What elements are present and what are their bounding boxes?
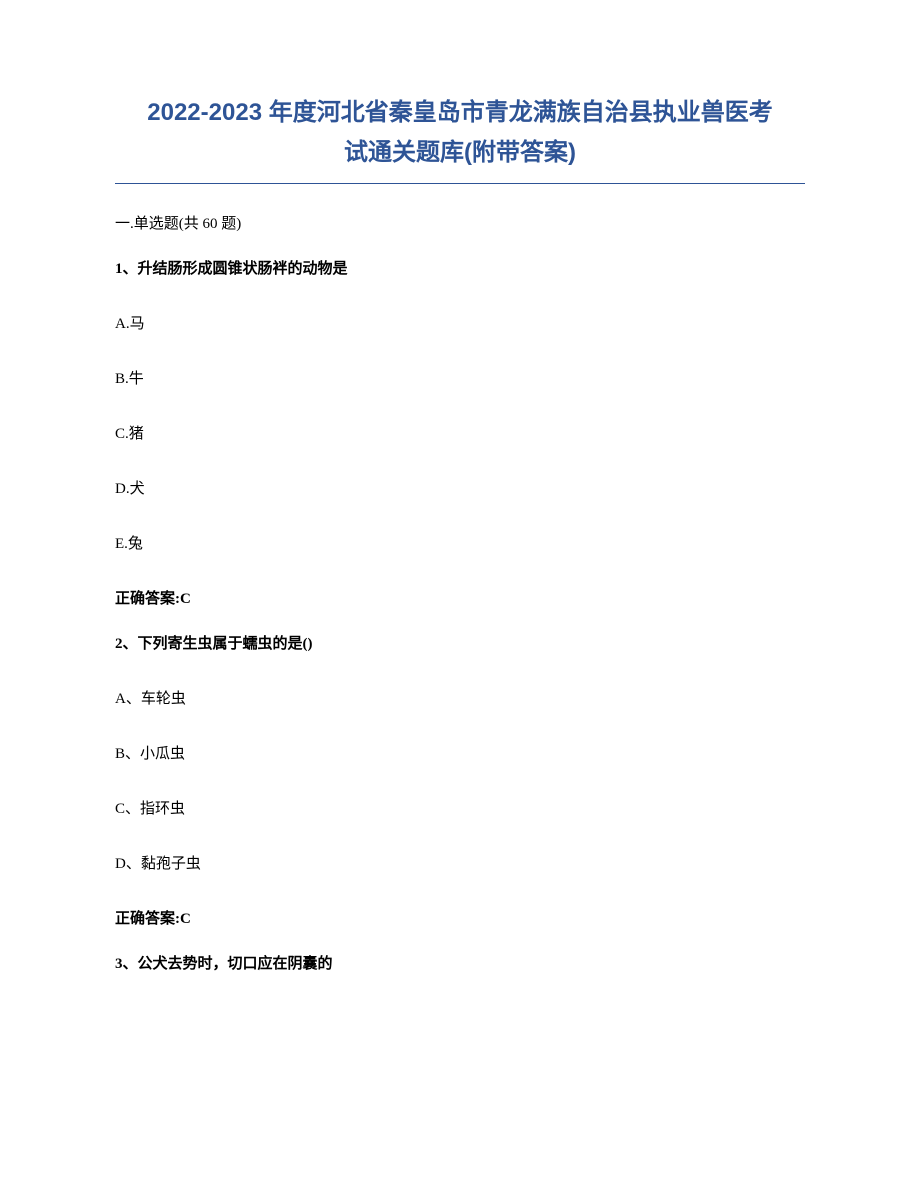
question-2-option-d: D、黏孢子虫: [115, 852, 805, 873]
title-line-2: 试通关题库(附带答案): [115, 135, 805, 171]
question-2-option-b: B、小瓜虫: [115, 742, 805, 763]
question-1-answer: 正确答案:C: [115, 587, 805, 608]
document-title-container: 2022-2023 年度河北省秦皇岛市青龙满族自治县执业兽医考 试通关题库(附带…: [115, 95, 805, 171]
question-2-option-a: A、车轮虫: [115, 687, 805, 708]
question-2-answer: 正确答案:C: [115, 907, 805, 928]
question-1-option-a: A.马: [115, 312, 805, 333]
question-2-text: 2、下列寄生虫属于蠕虫的是(): [115, 632, 805, 653]
question-3-text: 3、公犬去势时，切口应在阴囊的: [115, 952, 805, 973]
question-1-option-e: E.兔: [115, 532, 805, 553]
question-1-option-c: C.猪: [115, 422, 805, 443]
title-line-1: 2022-2023 年度河北省秦皇岛市青龙满族自治县执业兽医考: [115, 95, 805, 131]
question-1-option-d: D.犬: [115, 477, 805, 498]
question-1-option-b: B.牛: [115, 367, 805, 388]
question-1-text: 1、升结肠形成圆锥状肠袢的动物是: [115, 257, 805, 278]
title-underline: [115, 183, 805, 184]
question-2-option-c: C、指环虫: [115, 797, 805, 818]
section-header: 一.单选题(共 60 题): [115, 212, 805, 233]
